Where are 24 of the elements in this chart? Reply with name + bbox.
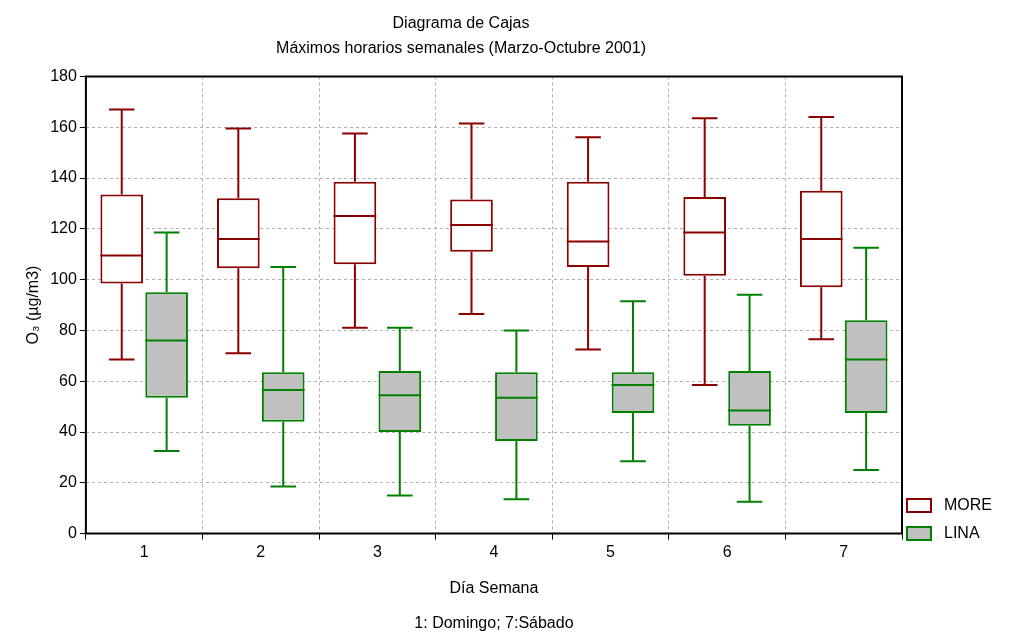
y-tick-label: 160 [50, 117, 77, 135]
text: LINA [944, 524, 980, 542]
y-tick-label: 0 [67, 524, 77, 542]
chart-title: Diagrama de Cajas [392, 14, 530, 32]
x-axis-title: Día Semana [449, 578, 539, 596]
legend-label: MORE [944, 496, 992, 514]
x-tick-label: 4 [489, 542, 499, 560]
y-tick-label: 80 [59, 320, 77, 338]
y-axis-title: O₃ (µg/m3) [24, 265, 42, 345]
x-tick-label: 6 [722, 542, 732, 560]
chart-subtitle: Máximos horarios semanales (Marzo-Octubre 2001) [276, 39, 646, 57]
y-tick-label: 20 [59, 473, 77, 491]
x-tick-label: 2 [256, 542, 266, 560]
text: 1: Domingo; 7:Sábado [414, 614, 574, 631]
y-tick-label: 100 [50, 270, 77, 288]
y-tick-label: 60 [59, 371, 77, 389]
y-tick-label: 120 [50, 219, 77, 237]
y-tick-label: 180 [50, 66, 77, 84]
x-tick-label: 5 [606, 542, 616, 560]
x-tick-label: 7 [839, 542, 849, 560]
x-tick-label: 1 [139, 542, 149, 560]
y-tick-label: 40 [59, 422, 77, 440]
y-tick-label: 140 [50, 168, 77, 186]
x-tick-label: 3 [372, 542, 382, 560]
